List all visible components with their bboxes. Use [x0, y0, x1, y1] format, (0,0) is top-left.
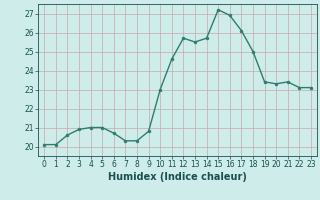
X-axis label: Humidex (Indice chaleur): Humidex (Indice chaleur) [108, 172, 247, 182]
